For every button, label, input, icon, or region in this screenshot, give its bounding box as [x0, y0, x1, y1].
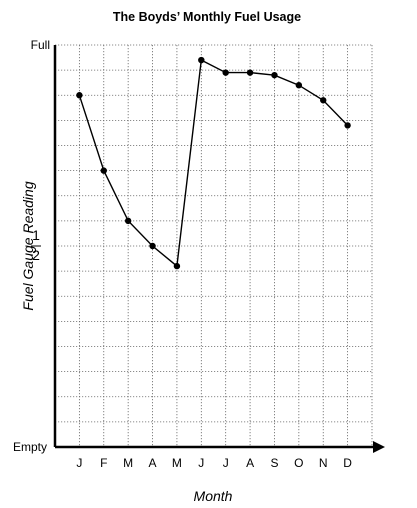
- x-axis-label: Month: [194, 488, 233, 504]
- data-point: [246, 69, 254, 76]
- y-tick-full: Full: [31, 38, 50, 52]
- x-tick-label: J: [198, 456, 204, 470]
- chart-title: The Boyds’ Monthly Fuel Usage: [113, 10, 301, 24]
- y-axis-label: Fuel Gauge Reading: [20, 181, 36, 310]
- data-point: [173, 262, 181, 270]
- data-point: [198, 56, 205, 64]
- data-point: [271, 71, 278, 79]
- y-tick-half-numerator: 1: [32, 227, 40, 243]
- data-point: [344, 122, 351, 129]
- data-point: [124, 217, 132, 225]
- x-axis-arrowhead: [373, 441, 385, 453]
- x-tick-label: A: [149, 456, 157, 470]
- x-tick-label: M: [172, 456, 182, 470]
- y-tick-half: 1 2: [31, 227, 41, 263]
- data-point: [100, 167, 107, 174]
- x-tick-label: J: [76, 456, 82, 470]
- data-point: [222, 69, 229, 76]
- x-tick-label: N: [319, 456, 328, 470]
- x-tick-label: D: [343, 456, 352, 470]
- x-tick-label: F: [100, 456, 107, 470]
- data-point: [76, 92, 83, 99]
- data-point: [149, 242, 156, 250]
- x-tick-label: O: [294, 456, 303, 470]
- data-point: [320, 97, 327, 104]
- chart-grid: [55, 44, 373, 447]
- x-tick-label: S: [270, 456, 278, 470]
- data-point: [295, 82, 303, 89]
- x-tick-label: A: [246, 456, 254, 470]
- x-tick-label: J: [223, 456, 229, 470]
- data-points: [76, 56, 351, 270]
- fuel-usage-line: [78, 59, 349, 268]
- y-tick-empty: Empty: [13, 440, 47, 454]
- y-tick-half-denominator: 2: [32, 247, 40, 263]
- x-tick-label: M: [123, 456, 133, 470]
